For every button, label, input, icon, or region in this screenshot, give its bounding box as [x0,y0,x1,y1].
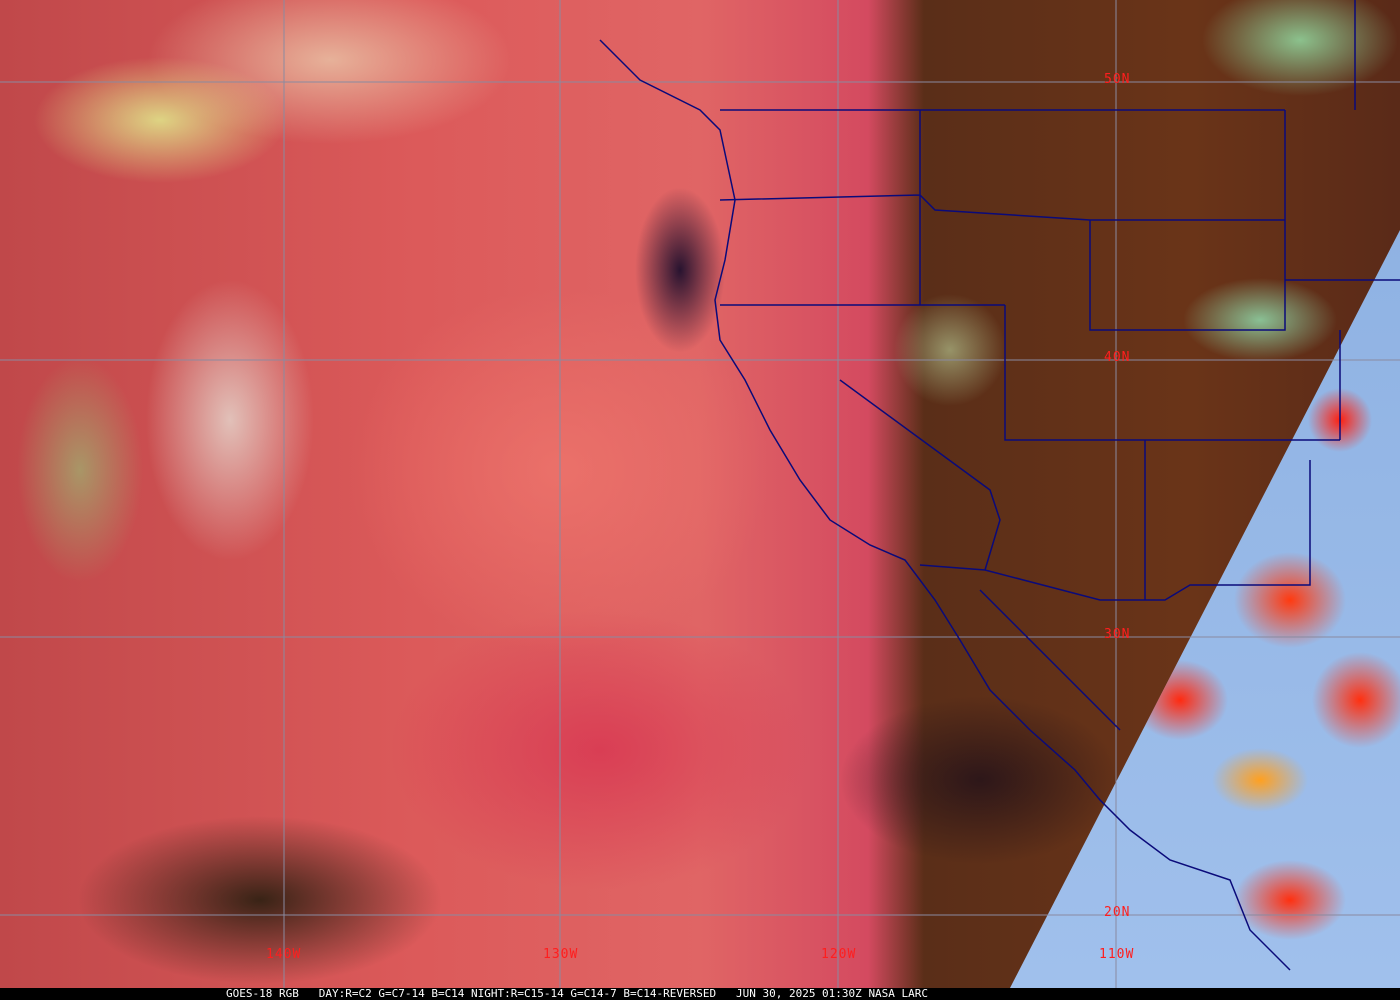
caption-timestamp: JUN 30, 2025 01:30Z [735,987,862,1000]
coastline [599,39,1291,971]
coastlines-borders [599,0,1400,971]
lon-label-130w: 130W [543,947,579,962]
lat-label-20n: 20N [1104,905,1131,920]
caption-satellite: GOES-18 RGB [226,987,299,1000]
lon-label-140w: 140W [266,947,302,962]
image-caption: GOES-18 RGB DAY:R=C2 G=C7-14 B=C14 NIGHT… [0,988,1400,1000]
caption-credit: NASA LARC [868,987,929,1000]
lat-label-50n: 50N [1104,72,1131,87]
lat-label-40n: 40N [1104,350,1131,365]
caption-recipe: DAY:R=C2 G=C7-14 B=C14 NIGHT:R=C15-14 G=… [318,987,717,1000]
lat-label-30n: 30N [1104,627,1131,642]
state-borders [719,0,1400,601]
lon-label-120w: 120W [821,947,857,962]
lon-label-110w: 110W [1099,947,1135,962]
baja-gulf-coast [979,589,1121,731]
